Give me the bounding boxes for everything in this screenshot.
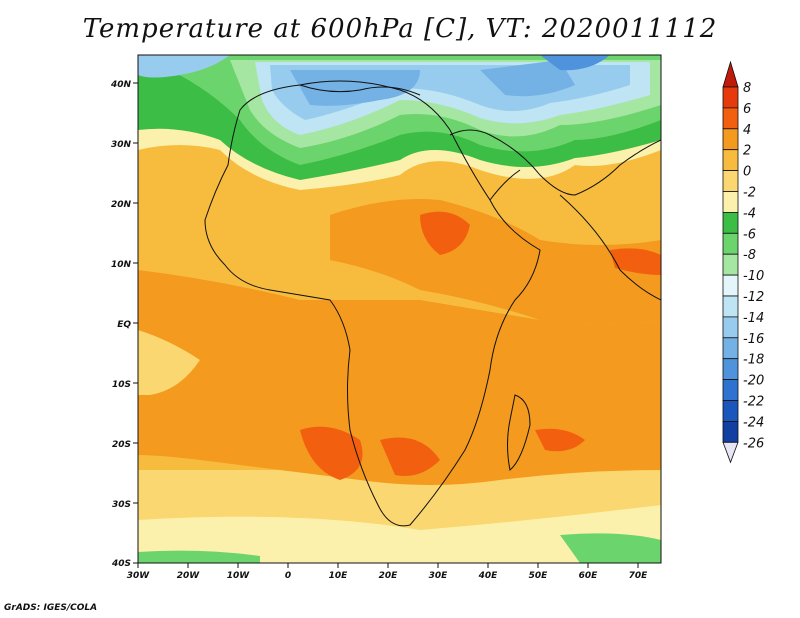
lon-label: 70E	[629, 571, 649, 581]
lon-label: 50E	[529, 571, 549, 581]
colorbar-swatch	[722, 400, 739, 422]
colorbar-swatch	[722, 128, 739, 151]
grads-credit: GrADS: IGES/COLA	[4, 603, 98, 613]
map-frame	[137, 54, 662, 564]
colorbar-label: 8	[743, 81, 751, 96]
lat-label: 40S	[111, 559, 131, 569]
colorbar-swatch	[722, 86, 739, 109]
colorbar-swatch	[722, 274, 739, 297]
lat-label: 40N	[110, 80, 132, 90]
lon-label: 60E	[579, 571, 599, 581]
coastlines	[204, 80, 661, 527]
colorbar-label: -6	[743, 227, 756, 242]
colorbar-cap-top	[722, 60, 739, 88]
colorbar-label: -10	[743, 269, 764, 284]
colorbar-cap-bottom	[722, 441, 739, 464]
colorbar-label: -4	[743, 206, 756, 221]
colorbar-swatch	[722, 232, 739, 255]
colorbar-swatch	[722, 107, 739, 130]
colorbar-label: 2	[743, 144, 751, 159]
colorbar-label: -14	[743, 311, 764, 326]
colorbar-swatch	[722, 316, 739, 339]
colorbar-swatch	[722, 337, 739, 360]
lon-label: 30E	[429, 571, 449, 581]
lon-label: 10W	[227, 571, 251, 581]
lon-label: 20E	[379, 571, 399, 581]
colorbar-label: -18	[743, 353, 764, 368]
lon-label: 0	[285, 571, 291, 581]
colorbar-label: -12	[743, 290, 764, 305]
lon-label: 10E	[329, 571, 349, 581]
colorbar-swatch	[722, 295, 739, 318]
colorbar-label: -8	[743, 248, 756, 263]
colorbar-label: 4	[743, 123, 751, 138]
colorbar-label: -2	[743, 186, 756, 201]
lon-label: 40E	[478, 571, 499, 581]
lon-label: 20W	[177, 571, 201, 581]
colorbar-label: -22	[743, 395, 764, 410]
colorbar-label: -26	[743, 436, 764, 451]
lat-axis: 40N 30N 20N 10N EQ 10S 20S 30S 40S	[110, 80, 138, 569]
lat-label: 10N	[111, 260, 132, 270]
colorbar-swatch	[722, 253, 739, 276]
map-title: Temperature at 600hPa [C], VT: 202001111…	[82, 14, 718, 44]
colorbar-swatch	[722, 149, 739, 171]
lat-label: 20N	[111, 200, 132, 210]
colorbar-swatch	[722, 211, 739, 234]
colorbar-label: 6	[743, 102, 751, 117]
lat-label: 30S	[112, 500, 131, 510]
colorbar-label: -20	[743, 374, 764, 389]
lon-label: 30W	[127, 571, 151, 581]
lat-label: 30N	[111, 140, 132, 150]
lat-label: 20S	[112, 440, 131, 450]
colorbar-label: 0	[743, 165, 751, 180]
colorbar-swatch	[722, 420, 739, 443]
temperature-field	[138, 55, 661, 563]
lat-label: EQ	[117, 320, 131, 330]
colorbar-swatch	[722, 170, 739, 192]
colorbar-label: -16	[743, 332, 764, 347]
colorbar-swatch	[722, 379, 739, 401]
lat-label: 10S	[112, 380, 131, 390]
colorbar: 8 6 4 2 0 -2 -4 -6 -8 -10 -12 -14 -16 -18 -20 -22 -24 -26	[722, 60, 764, 464]
colorbar-label: -24	[743, 415, 764, 430]
lon-axis: 30W 20W 10W 0 10E 20E 30E 40E 50E 60E 70…	[127, 563, 648, 581]
colorbar-swatch	[722, 358, 739, 381]
colorbar-swatch	[722, 191, 739, 213]
